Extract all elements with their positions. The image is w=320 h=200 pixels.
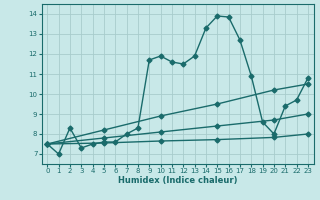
X-axis label: Humidex (Indice chaleur): Humidex (Indice chaleur) [118,176,237,185]
